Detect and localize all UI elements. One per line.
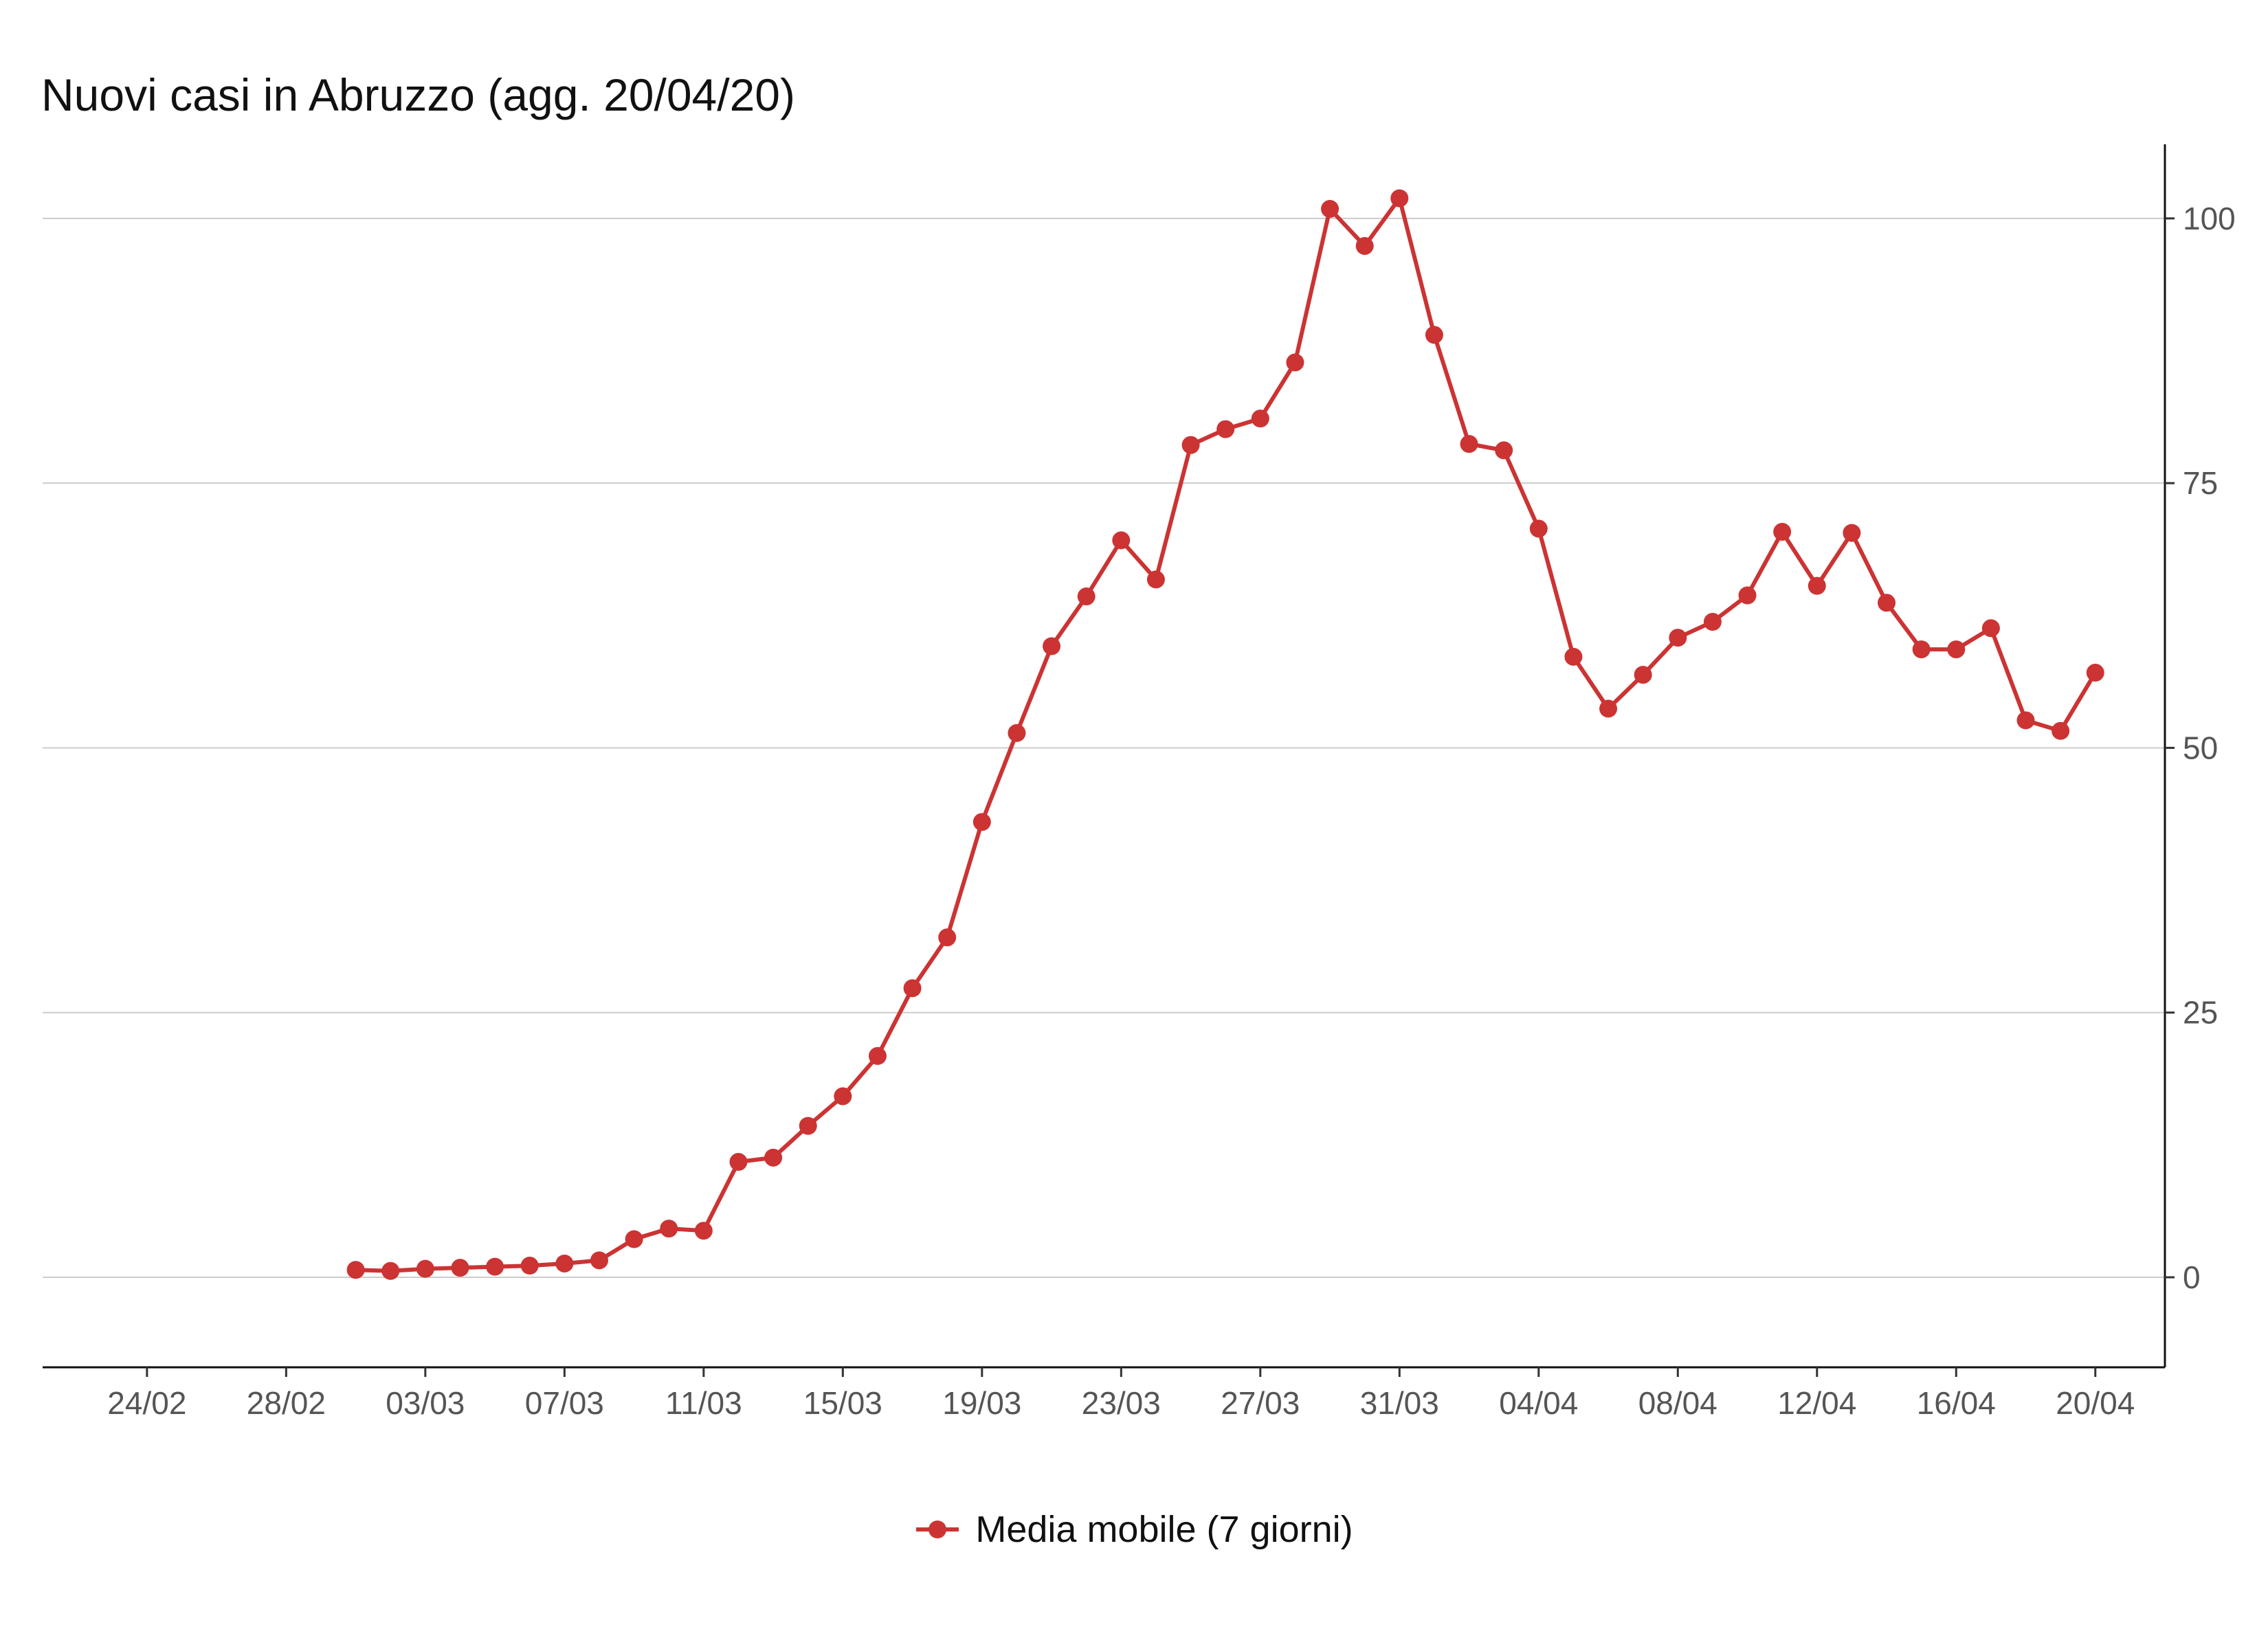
data-point	[660, 1220, 678, 1238]
x-tick-label: 19/03	[942, 1385, 1021, 1421]
data-point	[1146, 570, 1165, 589]
x-tick-label: 11/03	[665, 1385, 742, 1421]
x-tick-label: 27/03	[1221, 1385, 1300, 1421]
data-point	[1043, 637, 1061, 655]
x-tick-label: 08/04	[1638, 1385, 1717, 1421]
data-point	[625, 1230, 643, 1248]
data-point	[1181, 436, 1200, 454]
series-layer	[346, 189, 2104, 1280]
data-point	[972, 813, 991, 831]
data-point	[1286, 353, 1304, 372]
data-point	[1495, 441, 1513, 460]
data-point	[938, 928, 957, 947]
data-point	[1878, 594, 1896, 612]
data-point	[1599, 699, 1618, 718]
data-point	[1355, 236, 1374, 255]
data-point	[1460, 435, 1478, 453]
data-point	[1773, 523, 1792, 541]
legend-label: Media mobile (7 giorni)	[975, 1509, 1353, 1550]
data-point	[694, 1222, 713, 1240]
data-point	[1216, 420, 1235, 438]
data-point	[1808, 576, 1826, 595]
y-tick-label: 75	[2183, 465, 2218, 501]
data-point	[2086, 664, 2104, 682]
x-tick-label: 03/03	[386, 1385, 465, 1421]
data-point	[451, 1259, 469, 1277]
x-axis-ticks: 24/02 28/02 03/03 07/03 11/03 15/03 19/03 23/03…	[107, 1367, 2135, 1421]
y-tick-label: 50	[2183, 730, 2218, 765]
y-axis-ticks: 0 25 50 75 100	[2165, 201, 2236, 1295]
x-tick-label: 31/03	[1360, 1385, 1439, 1421]
data-point	[1634, 666, 1652, 684]
legend-marker-icon	[916, 1521, 959, 1538]
x-tick-label: 15/03	[803, 1385, 882, 1421]
data-point	[381, 1261, 400, 1280]
data-point	[1738, 586, 1757, 605]
y-tick-label: 0	[2183, 1259, 2201, 1295]
data-point	[903, 979, 922, 998]
data-point	[799, 1117, 817, 1135]
x-tick-label: 24/02	[107, 1385, 186, 1421]
data-point	[1947, 640, 1966, 659]
data-point	[1112, 531, 1131, 550]
data-point	[2016, 711, 2035, 730]
data-point	[1703, 613, 1722, 631]
data-point	[555, 1254, 574, 1272]
data-point	[1251, 410, 1269, 428]
series-line	[355, 196, 2098, 1273]
data-point	[1529, 519, 1548, 538]
data-point	[1564, 647, 1583, 666]
x-tick-label: 04/04	[1499, 1385, 1578, 1421]
x-tick-label: 23/03	[1082, 1385, 1161, 1421]
data-point	[1981, 619, 2000, 638]
x-tick-label: 12/04	[1777, 1385, 1856, 1421]
data-point	[1077, 587, 1096, 606]
y-tick-label: 25	[2183, 995, 2218, 1031]
x-tick-label: 20/04	[2056, 1385, 2135, 1421]
axes	[43, 144, 2166, 1369]
data-point	[1390, 189, 1409, 207]
data-point	[1425, 326, 1443, 344]
data-point	[1669, 629, 1687, 647]
data-point	[729, 1153, 748, 1171]
data-point	[486, 1257, 504, 1276]
data-point	[1843, 524, 1861, 542]
data-point	[868, 1046, 887, 1065]
y-tick-label: 100	[2183, 201, 2236, 236]
data-point	[1321, 200, 1339, 218]
x-tick-label: 07/03	[525, 1385, 604, 1421]
data-point	[346, 1261, 365, 1279]
data-point	[2052, 721, 2070, 740]
legend-item: Media mobile (7 giorni)	[915, 1508, 1353, 1551]
gridlines	[43, 217, 2165, 1279]
data-point	[1008, 723, 1026, 742]
data-point	[1912, 640, 1931, 659]
data-point	[590, 1251, 608, 1270]
data-point	[834, 1087, 852, 1106]
data-point	[520, 1257, 539, 1275]
data-point	[764, 1148, 783, 1167]
x-tick-label: 28/02	[247, 1385, 326, 1421]
x-tick-label: 16/04	[1917, 1385, 1996, 1421]
data-point	[416, 1259, 434, 1278]
legend: Media mobile (7 giorni)	[0, 1508, 2268, 1551]
chart-title: Nuovi casi in Abruzzo (agg. 20/04/20)	[41, 69, 795, 120]
